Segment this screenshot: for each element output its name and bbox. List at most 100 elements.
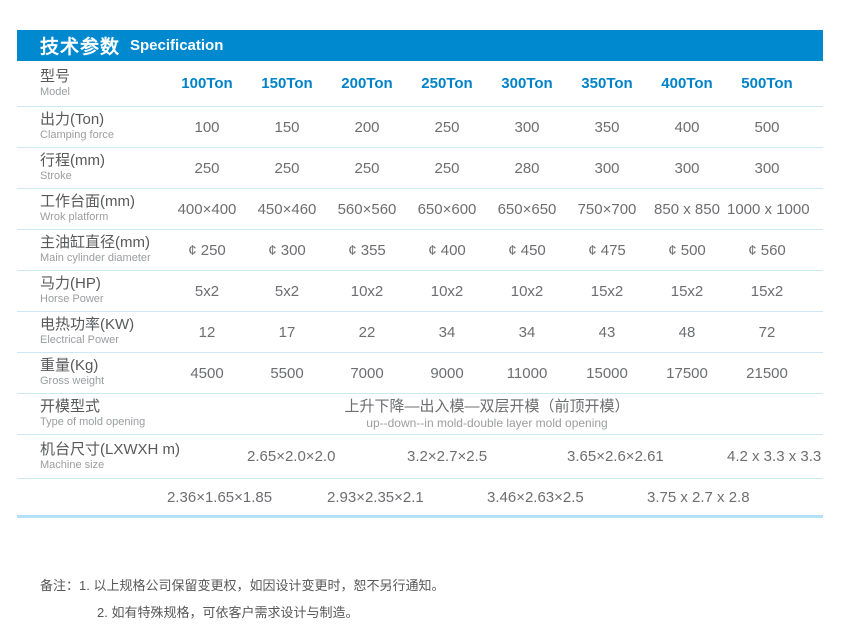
- model-header-cell: 200Ton: [341, 75, 393, 92]
- mold-opening-value: 上升下降—出入模—双层开模（前顶开模） up--down--in mold-do…: [167, 398, 807, 430]
- value-cell: 450×460: [257, 200, 317, 218]
- value-cell: 100: [194, 118, 220, 136]
- row-label-zh: 型号: [40, 67, 71, 85]
- value-cell: 15x2: [750, 282, 784, 300]
- table-row-stroke: 行程(mm) Stroke 250 250 250 250 280 300 30…: [17, 148, 823, 189]
- row-label: 型号 Model: [17, 68, 167, 100]
- value-cell: 4500: [190, 364, 224, 382]
- value-cell: 22: [358, 323, 376, 341]
- value-cell: 11000: [506, 364, 548, 382]
- row-label: 机台尺寸(LXWXH m) Machine size: [17, 440, 180, 473]
- table-row-horse-power: 马力(HP) Horse Power 5x2 5x2 10x2 10x2 10x…: [17, 271, 823, 312]
- row-label: 出力(Ton) Clamping force: [17, 111, 167, 143]
- value-cell: 560×560: [337, 200, 397, 218]
- model-header-cell: 500Ton: [741, 75, 793, 92]
- model-header-cell: 250Ton: [421, 75, 473, 92]
- value-cell: 17: [278, 323, 296, 341]
- value-cell: ¢ 300: [268, 241, 306, 259]
- value-cell: ¢ 475: [588, 241, 626, 259]
- value-cell: 400: [674, 118, 700, 136]
- value-cell: 650×600: [417, 200, 477, 218]
- value-cell: 12: [198, 323, 216, 341]
- value-cell: 3.75 x 2.7 x 2.8: [647, 488, 750, 506]
- row-values: 12 17 22 34 34 43 48 72: [167, 324, 823, 341]
- mold-opening-value-en: up--down--in mold-double layer mold open…: [366, 415, 608, 430]
- value-cell: ¢ 560: [748, 241, 786, 259]
- value-cell: 5x2: [194, 282, 220, 300]
- value-cell: 21500: [746, 364, 788, 382]
- value-cell: ¢ 500: [668, 241, 706, 259]
- value-cell: 17500: [666, 364, 708, 382]
- model-header-cell: 100Ton: [181, 75, 233, 92]
- table-row-machine-size-continued: 2.36×1.65×1.85 2.93×2.35×2.1 3.46×2.63×2…: [17, 479, 823, 518]
- row-label-en: Gross weight: [40, 375, 105, 388]
- row-label-zh: 主油缸直径(mm): [40, 234, 150, 252]
- value-cell: 15x2: [670, 282, 704, 300]
- row-values: 2.65×2.0×2.0 3.2×2.7×2.5 3.65×2.6×2.61 4…: [167, 448, 823, 465]
- specification-table: 型号 Model 100Ton 150Ton 200Ton 250Ton 300…: [17, 61, 823, 518]
- row-values: 250 250 250 250 280 300 300 300: [167, 160, 823, 177]
- value-cell: 10x2: [350, 282, 384, 300]
- row-label-zh: 机台尺寸(LXWXH m): [40, 440, 180, 458]
- value-cell: 34: [518, 323, 536, 341]
- value-cell: 250: [194, 159, 220, 177]
- row-label: 工作台面(mm) Wrok platform: [17, 193, 167, 225]
- row-values: 上升下降—出入模—双层开模（前顶开模） up--down--in mold-do…: [167, 398, 823, 430]
- value-cell: 400×400: [177, 200, 237, 218]
- row-values: ¢ 250 ¢ 300 ¢ 355 ¢ 400 ¢ 450 ¢ 475 ¢ 50…: [167, 242, 823, 259]
- remark-text-1: 1. 以上规格公司保留变更权，如因设计变更时，恕不另行通知。: [79, 578, 445, 593]
- value-cell: 500: [754, 118, 780, 136]
- value-cell: 850 x 850: [654, 200, 720, 218]
- row-values: 100 150 200 250 300 350 400 500: [167, 119, 823, 136]
- value-cell: 250: [434, 159, 460, 177]
- value-cell: ¢ 400: [428, 241, 466, 259]
- row-label: 重量(Kg) Gross weight: [17, 357, 167, 389]
- table-row-cylinder-diameter: 主油缸直径(mm) Main cylinder diameter ¢ 250 ¢…: [17, 230, 823, 271]
- value-cell: 2.36×1.65×1.85: [167, 488, 273, 506]
- value-cell: 250: [434, 118, 460, 136]
- remark-line-2: 2. 如有特殊规格，可依客户需求设计与制造。: [97, 605, 359, 620]
- row-label-en: Stroke: [40, 170, 72, 183]
- page-title-en: Specification: [130, 37, 224, 54]
- row-label-zh: 电热功率(KW): [40, 316, 135, 334]
- value-cell: 150: [274, 118, 300, 136]
- row-label-en: Type of mold opening: [40, 416, 146, 429]
- row-label: 主油缸直径(mm) Main cylinder diameter: [17, 234, 167, 266]
- value-cell: 3.46×2.63×2.5: [487, 488, 584, 506]
- row-label-en: Horse Power: [40, 293, 104, 306]
- row-label: 行程(mm) Stroke: [17, 152, 167, 184]
- row-label-zh: 马力(HP): [40, 275, 101, 293]
- value-cell: 2.65×2.0×2.0: [247, 448, 336, 465]
- model-header-cell: 400Ton: [661, 75, 713, 92]
- model-header-cell: 150Ton: [261, 75, 313, 92]
- value-cell: 3.2×2.7×2.5: [407, 448, 488, 465]
- title-bar: 技术参数 Specification: [17, 30, 823, 61]
- value-cell: 250: [274, 159, 300, 177]
- table-row-electrical-power: 电热功率(KW) Electrical Power 12 17 22 34 34…: [17, 312, 823, 353]
- value-cell: 72: [758, 323, 776, 341]
- value-cell: 650×650: [497, 200, 557, 218]
- value-cell: 200: [354, 118, 380, 136]
- model-header-cell: 350Ton: [581, 75, 633, 92]
- row-values: 4500 5500 7000 9000 11000 15000 17500 21…: [167, 365, 823, 382]
- value-cell: 9000: [430, 364, 464, 382]
- row-values: 400×400 450×460 560×560 650×600 650×650 …: [167, 201, 823, 218]
- table-row-clamping-force: 出力(Ton) Clamping force 100 150 200 250 3…: [17, 107, 823, 148]
- value-cell: 43: [598, 323, 616, 341]
- value-cell: ¢ 450: [508, 241, 546, 259]
- row-values: 5x2 5x2 10x2 10x2 10x2 15x2 15x2 15x2: [167, 283, 823, 300]
- remarks: 备注：1. 以上规格公司保留变更权，如因设计变更时，恕不另行通知。 2. 如有特…: [40, 572, 444, 626]
- row-label-en: Main cylinder diameter: [40, 252, 151, 265]
- value-cell: ¢ 250: [188, 241, 226, 259]
- row-label-zh: 行程(mm): [40, 152, 105, 170]
- row-label-en: Electrical Power: [40, 334, 119, 347]
- row-values: 2.36×1.65×1.85 2.93×2.35×2.1 3.46×2.63×2…: [167, 489, 823, 506]
- page-title-zh: 技术参数: [40, 37, 121, 58]
- table-row-work-platform: 工作台面(mm) Wrok platform 400×400 450×460 5…: [17, 189, 823, 230]
- row-label-zh: 开模型式: [40, 398, 101, 416]
- row-label: 电热功率(KW) Electrical Power: [17, 316, 167, 348]
- value-cell: 2.93×2.35×2.1: [327, 488, 424, 506]
- table-row-mold-opening: 开模型式 Type of mold opening 上升下降—出入模—双层开模（…: [17, 394, 823, 435]
- table-row-gross-weight: 重量(Kg) Gross weight 4500 5500 7000 9000 …: [17, 353, 823, 394]
- table-row-model: 型号 Model 100Ton 150Ton 200Ton 250Ton 300…: [17, 61, 823, 107]
